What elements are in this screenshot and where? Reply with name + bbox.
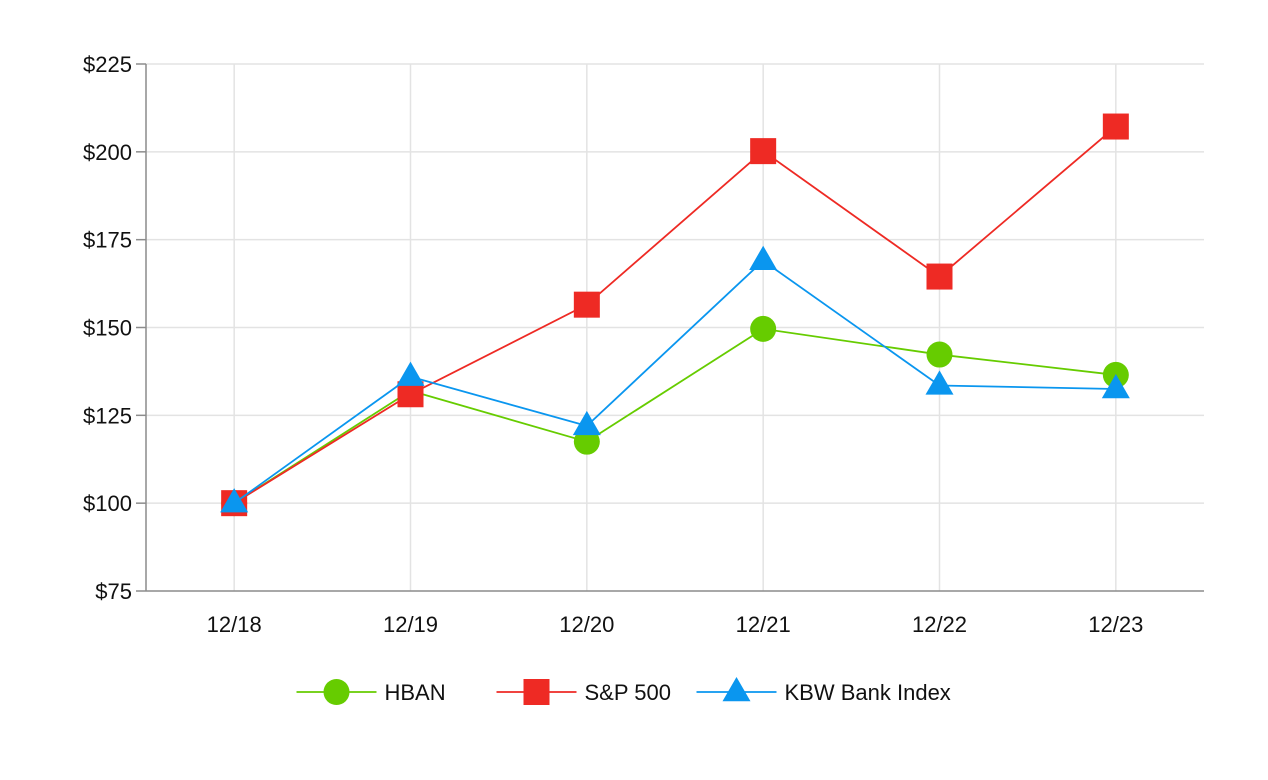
y-tick-label: $100	[83, 491, 132, 516]
data-point-hban	[750, 315, 777, 342]
x-tick-label: 12/19	[383, 612, 438, 637]
x-tick-label: 12/23	[1088, 612, 1143, 637]
data-point-s-p-500	[926, 263, 953, 290]
legend-item-kbw-bank-index: KBW Bank Index	[696, 676, 951, 705]
data-point-kbw-bank-index	[396, 361, 425, 386]
series-group	[220, 113, 1130, 517]
y-tick-label: $125	[83, 403, 132, 428]
data-point-s-p-500	[573, 291, 600, 318]
legend-item-hban: HBAN	[296, 679, 446, 705]
legend: HBAN S&P 500 KBW Bank Index	[296, 676, 951, 705]
legend-label: KBW Bank Index	[785, 680, 951, 705]
y-tick-label: $75	[95, 579, 132, 604]
data-point-s-p-500	[1102, 113, 1129, 140]
series-s-p-500	[221, 113, 1129, 517]
series-kbw-bank-index	[220, 245, 1130, 513]
x-tick-label: 12/20	[559, 612, 614, 637]
y-tick-label: $150	[83, 316, 132, 341]
data-point-s-p-500	[750, 138, 777, 165]
y-tick-label: $200	[83, 140, 132, 165]
grid	[146, 63, 1204, 591]
series-line-s-p-500	[233, 125, 1117, 504]
legend-marker	[523, 679, 550, 705]
legend-marker	[722, 676, 751, 702]
data-point-kbw-bank-index	[572, 410, 601, 436]
legend-label: HBAN	[385, 680, 446, 705]
legend-marker	[323, 679, 350, 705]
x-tick-label: 12/18	[207, 612, 262, 637]
legend-item-s-p-500: S&P 500	[496, 679, 671, 705]
data-point-kbw-bank-index	[1101, 373, 1130, 399]
data-point-kbw-bank-index	[220, 488, 249, 513]
x-tick-label: 12/21	[736, 612, 791, 637]
legend-label: S&P 500	[585, 680, 671, 705]
data-point-hban	[926, 341, 953, 368]
x-tick-label: 12/22	[912, 612, 967, 637]
data-point-kbw-bank-index	[925, 370, 954, 395]
series-line-hban	[233, 327, 1116, 504]
series-line-kbw-bank-index	[233, 259, 1116, 504]
data-point-hban	[573, 428, 600, 455]
data-point-kbw-bank-index	[749, 245, 778, 270]
y-tick-label: $175	[83, 228, 132, 253]
axes: $75 $100 $125 $150 $175 $200 $225 12/18 12/19 12/…	[83, 52, 1204, 637]
y-tick-label: $225	[83, 52, 132, 77]
